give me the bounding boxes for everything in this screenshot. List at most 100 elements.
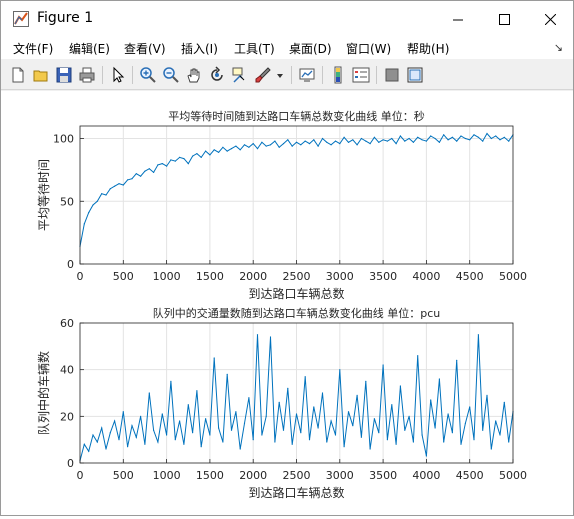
menu-desktop[interactable]: 桌面(D) (289, 42, 332, 56)
data-point (183, 158, 185, 160)
x-tick-label: 0 (77, 469, 84, 482)
data-point (131, 425, 133, 427)
data-point (304, 376, 306, 378)
data-point (209, 154, 211, 156)
menu-tools[interactable]: 工具(T) (234, 42, 275, 56)
menu-window[interactable]: 窗口(W) (346, 42, 392, 56)
data-point (343, 136, 345, 138)
toolbar-separator (376, 66, 377, 84)
colorbar-icon[interactable] (329, 66, 347, 84)
data-point (174, 160, 176, 162)
open-file-icon[interactable] (32, 66, 50, 84)
bottom-axes[interactable]: 0 500 1000 1500 2000 2500 3000 3500 4000 4500 5000… (36, 306, 527, 500)
zoom-in-icon[interactable] (139, 66, 157, 84)
x-tick-label: 1500 (196, 469, 224, 482)
data-point (161, 163, 163, 165)
data-point (321, 392, 324, 394)
menu-file[interactable]: 文件(F) (13, 42, 54, 56)
data-point (347, 411, 350, 413)
figure-canvas: 0 500 1000 1500 2000 2500 3000 3500 4000 4500 5000… (1, 91, 573, 515)
data-point (365, 140, 367, 142)
data-point (295, 141, 298, 143)
pan-hand-icon[interactable] (185, 66, 203, 84)
data-cursor-icon[interactable] (231, 66, 249, 84)
data-point (144, 443, 146, 445)
top-axes[interactable]: 0 500 1000 1500 2000 2500 3000 3500 4000 4500 5000… (37, 109, 527, 301)
y-axis-label: 队列中的车辆数 (36, 351, 51, 435)
select-pointer-icon[interactable] (109, 66, 127, 84)
data-point (352, 425, 354, 427)
data-point (157, 441, 159, 443)
title-bar: Figure 1 (1, 1, 573, 37)
data-point (243, 422, 246, 424)
menu-dock-arrow-icon[interactable]: ↘ (553, 41, 563, 54)
menu-edit[interactable]: 编辑(E) (69, 42, 110, 56)
data-point (295, 413, 298, 415)
print-icon[interactable] (78, 66, 96, 84)
hide-plot-tools-icon[interactable] (383, 66, 401, 84)
data-point (499, 139, 501, 141)
close-button[interactable] (527, 1, 573, 37)
data-point (153, 429, 155, 431)
data-point (313, 139, 315, 141)
data-point (274, 441, 276, 443)
data-point (200, 156, 202, 158)
data-point (239, 448, 241, 450)
data-point (300, 144, 302, 146)
data-point (179, 156, 181, 158)
legend-icon[interactable] (352, 66, 370, 84)
data-point (369, 143, 371, 145)
data-point (425, 455, 427, 457)
data-point (230, 148, 233, 150)
data-point (373, 136, 375, 138)
data-point (105, 194, 107, 196)
data-point (291, 145, 293, 147)
data-point (109, 188, 111, 190)
data-point (399, 135, 401, 137)
x-tick-label: 3500 (369, 270, 397, 283)
data-point (313, 406, 315, 408)
data-point (386, 140, 388, 142)
save-icon[interactable] (55, 66, 73, 84)
data-point (334, 434, 337, 436)
zoom-out-icon[interactable] (162, 66, 180, 84)
data-point (352, 139, 354, 141)
data-point (408, 415, 410, 417)
menu-view[interactable]: 查看(V) (124, 42, 166, 56)
show-plot-tools-icon[interactable] (406, 66, 424, 84)
brush-dropdown-icon[interactable] (275, 66, 285, 84)
data-point (339, 369, 341, 371)
data-point (469, 406, 471, 408)
data-point (179, 420, 181, 422)
data-point (365, 380, 367, 382)
data-point (356, 144, 358, 146)
link-plot-icon[interactable] (298, 66, 316, 84)
toolbar-separator (291, 66, 292, 84)
data-point (127, 446, 129, 448)
data-point (499, 434, 501, 436)
x-axis-label: 到达路口车辆总数 (248, 485, 344, 500)
menu-help[interactable]: 帮助(H) (407, 42, 450, 56)
data-point (386, 439, 388, 441)
data-point (373, 418, 375, 420)
data-point (278, 401, 280, 403)
data-point (321, 137, 324, 140)
data-point (490, 448, 492, 450)
new-figure-icon[interactable] (9, 66, 27, 84)
menu-insert[interactable]: 插入(I) (181, 42, 218, 56)
brush-icon[interactable] (254, 66, 272, 84)
data-point (187, 163, 189, 165)
data-point (166, 434, 168, 436)
data-point (508, 140, 510, 142)
data-point (92, 204, 94, 206)
minimize-button[interactable] (435, 1, 481, 37)
data-point (417, 355, 419, 357)
data-point (118, 183, 120, 185)
rotate-3d-icon[interactable] (208, 66, 226, 84)
data-point (395, 143, 397, 145)
data-point (339, 143, 341, 145)
y-tick-label: 100 (53, 133, 74, 146)
maximize-button[interactable] (481, 1, 527, 37)
data-point (473, 134, 475, 136)
